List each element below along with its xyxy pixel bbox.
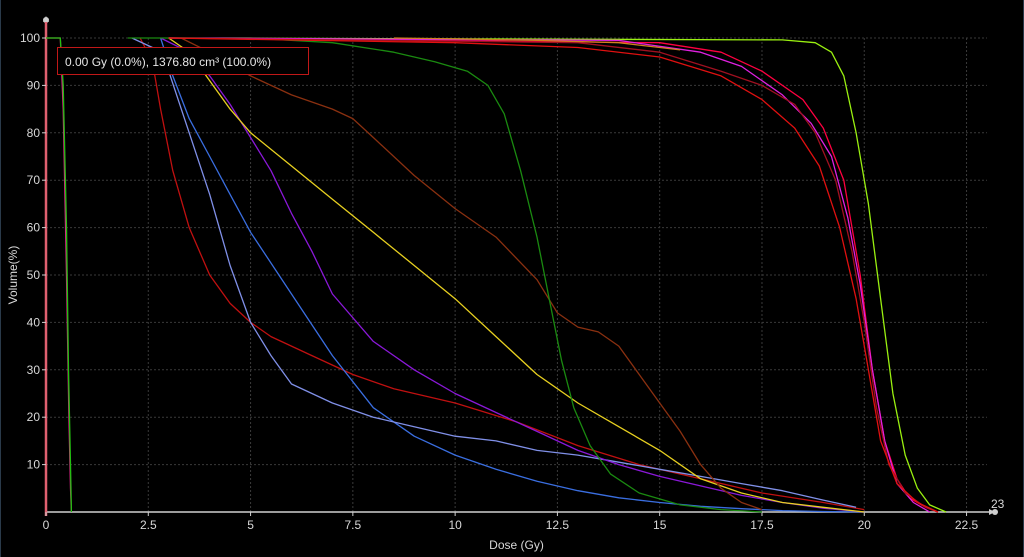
dvh-curve-15: [393, 37, 681, 51]
y-tick-label: 100: [20, 31, 40, 45]
dvh-curve-14: [168, 37, 939, 513]
x-tick-label: 22.5: [955, 518, 979, 532]
dvh-curve-5: [131, 37, 857, 508]
x-tick-label: 20: [858, 518, 872, 532]
y-tick-label: 90: [27, 78, 41, 92]
dvh-curve-2: [46, 37, 73, 513]
cursor-readout: 0.00 Gy (0.0%), 1376.80 cm³ (100.0%): [57, 47, 309, 75]
x-tick-label: 17.5: [750, 518, 774, 532]
y-tick-label: 10: [27, 458, 41, 472]
x-tick-label: 10: [448, 518, 462, 532]
dvh-curve-8: [180, 37, 763, 511]
x-tick-label: 0: [43, 518, 50, 532]
x-tick-label: 7.5: [345, 518, 362, 532]
y-tick-label: 80: [27, 126, 41, 140]
x-axis-title: Dose (Gy): [489, 538, 544, 552]
dvh-curve-13: [168, 37, 939, 513]
x-axis-handle: [992, 509, 998, 515]
dvh-curve-7: [168, 37, 865, 513]
y-tick-label: 40: [27, 315, 41, 329]
y-tick-label: 20: [27, 410, 41, 424]
x-tick-label: 2.5: [140, 518, 157, 532]
y-axis-handle: [43, 17, 49, 23]
x-tick-label: 15: [653, 518, 667, 532]
y-tick-label: 30: [27, 363, 41, 377]
dvh-curve-9: [127, 37, 763, 513]
y-tick-label: 70: [27, 173, 41, 187]
x-tick-label: 5: [247, 518, 254, 532]
dvh-curve-4: [159, 37, 865, 513]
dvh-curve-3: [139, 37, 865, 511]
x-tick-label: 12.5: [546, 518, 570, 532]
dvh-curve-10: [168, 37, 947, 513]
y-tick-label: 50: [27, 268, 41, 282]
x-axis-max-label: 23: [991, 497, 1005, 511]
y-tick-label: 60: [27, 221, 41, 235]
y-axis-title: Volume(%): [6, 246, 20, 305]
